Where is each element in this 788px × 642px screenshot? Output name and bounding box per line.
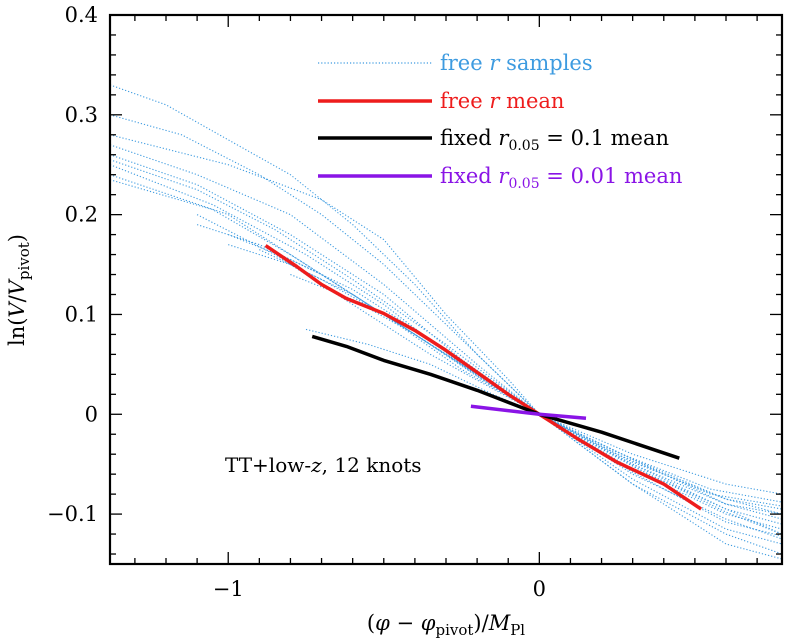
mean-curves (264, 244, 703, 511)
x-tick-label-0: −1 (213, 577, 244, 601)
sample-curve-13 (305, 328, 782, 495)
y-tick-label-5: 0.4 (65, 3, 98, 27)
sample-curve-8 (196, 224, 782, 515)
annotation: TT+low-z, 12 knots (225, 453, 422, 477)
sample-curve-6 (110, 179, 782, 535)
sample-curve-7 (110, 159, 782, 537)
series-line-0 (264, 244, 703, 511)
sample-curve-14 (110, 134, 782, 555)
sample-curve-15 (196, 214, 782, 535)
sample-curve-2 (110, 144, 782, 540)
x-tick-label-1: 0 (533, 577, 546, 601)
y-tick-label-3: 0.2 (65, 203, 98, 227)
series-line-1 (311, 334, 680, 460)
axis-ticks: −0.1 0 0.1 0.2 0.3 0.4 −1 0 (47, 3, 782, 601)
legend-label-fixed-r-0-01-mean: fixed r0.05 = 0.01 mean (440, 164, 682, 192)
y-tick-label-2: 0.1 (65, 302, 98, 326)
sample-curve-5 (110, 174, 782, 520)
sample-curve-9 (227, 234, 782, 510)
legend: free r samples free r mean fixed r0.05 =… (318, 51, 682, 192)
y-axis-label: ln(V/Vpivot) (5, 234, 33, 346)
x-axis-label: (φ − φpivot)/MPl (367, 611, 525, 639)
sample-curves (110, 84, 782, 560)
y-tick-label-4: 0.3 (65, 103, 98, 127)
y-tick-label-1: 0 (85, 402, 98, 426)
sample-curve-4 (110, 164, 782, 525)
legend-label-free-r-samples: free r samples (440, 51, 593, 75)
legend-label-fixed-r-0-1-mean: fixed r0.05 = 0.1 mean (440, 126, 669, 154)
sample-curve-0 (110, 84, 782, 560)
y-tick-label-0: −0.1 (47, 502, 98, 526)
legend-label-free-r-mean: free r mean (440, 89, 564, 113)
sample-curve-11 (259, 249, 782, 503)
sample-curve-3 (110, 154, 782, 530)
series-line-2 (470, 404, 587, 421)
